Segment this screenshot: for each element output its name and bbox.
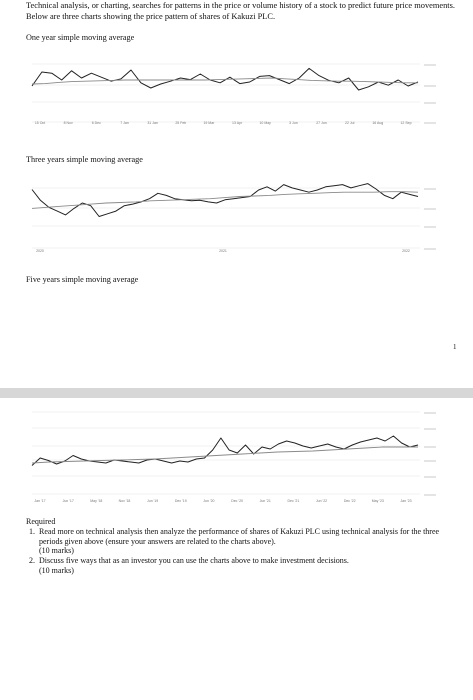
x-tick-label: 19 Mar [203, 121, 215, 125]
x-tick-label: Dec '19 [175, 499, 187, 503]
question-1: 1. Read more on technical analysis then … [26, 527, 456, 556]
x-tick-label: 31 Jan [147, 121, 158, 125]
x-tick-label: Jan '17 [34, 499, 45, 503]
question-2-number: 2. [29, 556, 35, 566]
intro-paragraph: Technical analysis, or charting, searche… [26, 1, 455, 21]
x-tick-label: 2022 [402, 249, 410, 253]
price-series-line [31, 435, 419, 466]
question-2-marks: (10 marks) [39, 565, 74, 575]
x-tick-label: 25 Feb [175, 121, 186, 125]
chart-three-year-sma: 2020 2021 2022 [31, 183, 436, 253]
x-tick-label: Jun '21 [260, 499, 271, 503]
x-tick-label: May '18 [90, 499, 102, 503]
question-2-text: Discuss five ways that as an investor yo… [39, 556, 349, 566]
question-1-text: Read more on technical analysis then ana… [39, 526, 440, 546]
x-tick-label: Jan '23 [400, 499, 411, 503]
x-tick-label: 6 Dec [92, 121, 101, 125]
moving-average-line [31, 446, 418, 464]
document-page-1: Technical analysis, or charting, searche… [26, 1, 457, 351]
x-tick-label: Jun '22 [316, 499, 327, 503]
chart-one-year-sma: 15 Oct 8 Nov 6 Dec 7 Jan 31 Jan 25 Feb 19 Mar 1… [31, 63, 436, 125]
page-separator [0, 388, 473, 398]
moving-average-line [31, 77, 418, 85]
x-tick-label: Nov '18 [119, 499, 131, 503]
x-tick-label: 15 Oct [35, 121, 45, 125]
moving-average-line [31, 191, 419, 209]
question-1-marks: (10 marks) [39, 546, 74, 556]
x-tick-label: Jun '20 [203, 499, 214, 503]
x-tick-label: Jun '17 [63, 499, 74, 503]
x-tick-label: Dec '22 [344, 499, 356, 503]
required-section: Required 1. Read more on technical analy… [26, 517, 456, 576]
question-1-number: 1. [29, 526, 35, 536]
x-tick-label: Jun '19 [147, 499, 158, 503]
x-tick-label: 2021 [219, 249, 227, 253]
x-tick-label: 12 Sep [400, 121, 411, 125]
x-tick-label: Dec '21 [288, 499, 300, 503]
x-tick-label: 16 Aug [372, 121, 383, 125]
x-tick-label: 8 Nov [64, 121, 73, 125]
price-series-line [31, 67, 419, 91]
x-tick-label: 2020 [36, 249, 44, 253]
x-tick-label: 3 Jun [289, 121, 298, 125]
chart-1-heading: One year simple moving average [26, 33, 135, 42]
chart-3-heading: Five years simple moving average [26, 275, 139, 284]
x-tick-label: 13 Apr [232, 121, 243, 125]
required-title: Required [26, 517, 56, 526]
x-tick-label: 7 Jan [120, 121, 129, 125]
price-series-line [31, 183, 419, 217]
x-tick-label: 27 Jun [316, 121, 327, 125]
chart-five-year-sma: Jan '17 Jun '17 May '18 Nov '18 Jun '19 Dec '… [31, 411, 436, 503]
x-tick-label: May '23 [372, 499, 384, 503]
chart-2-heading: Three years simple moving average [26, 155, 143, 164]
x-tick-label: 10 May [259, 121, 271, 125]
x-tick-label: Dec '20 [231, 499, 243, 503]
page-number: 1 [453, 343, 457, 351]
document-page-2: Jan '17 Jun '17 May '18 Nov '18 Jun '19 Dec '… [0, 398, 473, 700]
question-2: 2. Discuss five ways that as an investor… [26, 556, 456, 576]
x-tick-label: 22 Jul [345, 121, 355, 125]
